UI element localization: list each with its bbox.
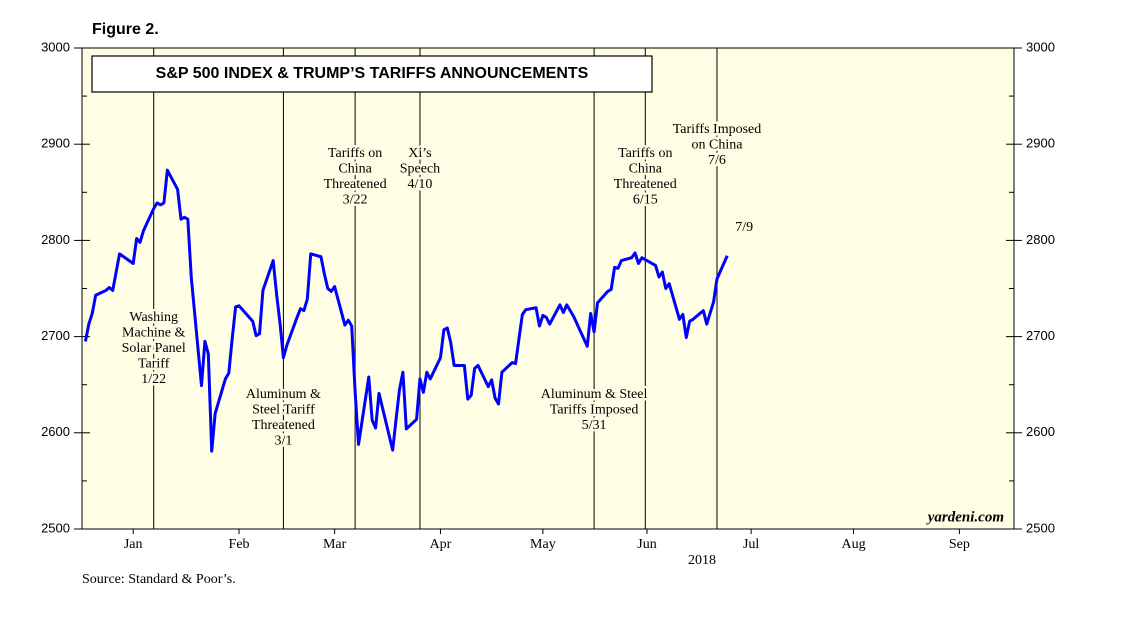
annotation-text: Threatened [252, 418, 315, 433]
annotation-text: Speech [400, 162, 440, 177]
figure-label: Figure 2. [92, 21, 159, 38]
y-tick-label-right: 3000 [1026, 39, 1055, 54]
annotation-text: 3/22 [343, 193, 368, 208]
y-tick-label-right: 2800 [1026, 232, 1055, 247]
annotation-text: Xi’s [408, 146, 431, 161]
x-tick-label: Sep [949, 537, 970, 552]
x-tick-label: May [530, 537, 556, 552]
annotation-text: Threatened [324, 177, 387, 192]
x-tick-label: Feb [229, 537, 250, 552]
index-line [83, 168, 729, 453]
y-tick-label-right: 2700 [1026, 328, 1055, 343]
x-tick-label: Mar [323, 537, 347, 552]
end-label: 7/9 [735, 220, 753, 235]
y-tick-label-right: 2600 [1026, 424, 1055, 439]
y-tick-label: 3000 [41, 39, 70, 54]
annotation-text: on China [692, 138, 744, 153]
annotation-text: 5/31 [582, 418, 607, 433]
y-tick-label-right: 2500 [1026, 520, 1055, 535]
y-tick-label: 2500 [41, 520, 70, 535]
x-tick-label: Aug [841, 537, 865, 552]
annotation-text: Solar Panel [122, 341, 186, 356]
annotation-text: Aluminum & [246, 387, 321, 402]
annotation-text: Aluminum & Steel [541, 387, 648, 402]
annotation-text: China [629, 162, 663, 177]
x-tick-label: Apr [430, 537, 452, 552]
plot-area [81, 47, 1015, 530]
annotation-text: China [338, 162, 372, 177]
watermark: yardeni.com [926, 509, 1004, 525]
annotation-text: Tariffs Imposed [550, 403, 639, 418]
annotation-text: 3/1 [274, 434, 292, 449]
annotation-text: Steel Tariff [252, 403, 315, 418]
annotation-text: 4/10 [408, 177, 433, 192]
annotation-text: 7/6 [708, 153, 726, 168]
source: Source: Standard & Poor’s. [82, 572, 236, 587]
title-box [91, 55, 653, 93]
chart-title: S&P 500 INDEX & TRUMP’S TARIFFS ANNOUNCE… [156, 65, 589, 82]
x-tick-label: Jul [743, 537, 759, 552]
x-tick-label: Jun [637, 537, 656, 552]
annotation-text: Tariffs Imposed [673, 122, 762, 137]
x-tick-label: Jan [124, 537, 143, 552]
annotation-text: Tariff [138, 357, 170, 372]
y-tick-label: 2900 [41, 136, 70, 151]
annotation-text: 1/22 [141, 372, 166, 387]
annotation-lines [153, 48, 718, 529]
annotation-text: 6/15 [633, 193, 658, 208]
annotation-text: Machine & [122, 326, 185, 341]
annotation-text: Threatened [614, 177, 677, 192]
y-tick-label: 2700 [41, 328, 70, 343]
annotation-text: Tariffs on [328, 146, 382, 161]
x-axis-label: 2018 [688, 553, 716, 568]
annotation-text: Washing [129, 310, 178, 325]
annotation-text: Tariffs on [618, 146, 672, 161]
y-tick-label-right: 2900 [1026, 136, 1055, 151]
y-tick-label: 2800 [41, 232, 70, 247]
y-tick-label: 2600 [41, 424, 70, 439]
